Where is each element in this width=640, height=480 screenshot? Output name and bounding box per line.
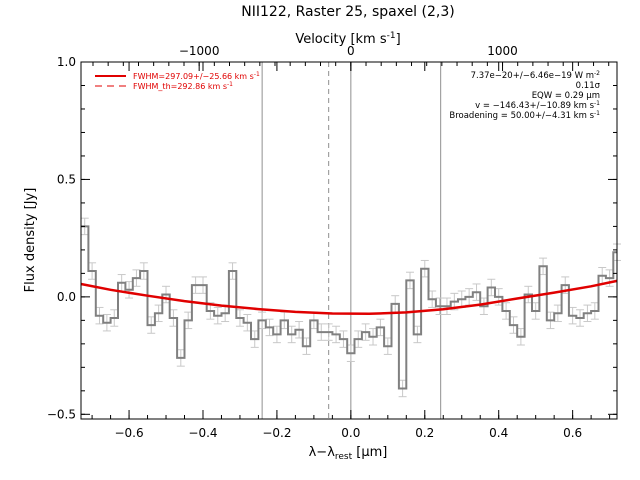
x-tick-label-2: −0.2 (262, 426, 291, 440)
x-tick-label-3: 0.0 (341, 426, 360, 440)
y-axis-title: Flux density [Jy] (23, 188, 38, 293)
y-tick-label-1: 0.0 (57, 290, 76, 304)
annotation-1: 0.11σ (576, 81, 601, 91)
top-axis-title: Velocity [km s-1] (295, 31, 400, 47)
top-axis-title-end: ] (396, 32, 401, 47)
annotation-4: Broadening = 50.00+/−4.31 km s-1 (449, 110, 600, 121)
annotation-2: EQW = 0.29 μm (532, 91, 600, 101)
fit-curve (80, 279, 618, 316)
x-axis-title-text: λ−λ (309, 445, 336, 460)
y-tick-label-0: −0.5 (47, 407, 76, 421)
top-tick-label-0: −1000 (179, 44, 220, 58)
x-tick-label-6: 0.6 (563, 426, 582, 440)
legend-entry-1: FWHM_th=292.86 km s-1 (133, 81, 233, 91)
x-axis-title: λ−λrest [μm] (309, 445, 388, 462)
annotation-3: v = −146.43+/−10.89 km s-1 (475, 100, 600, 111)
x-tick-label-1: −0.4 (188, 426, 217, 440)
y-tick-label-2: 0.5 (57, 172, 76, 186)
top-axis-title-sup: -1 (387, 31, 396, 41)
plot-area: −0.6 −0.4 −0.2 0.0 0.2 0.4 0.6 −0.5 0.0 0.5 1.0 −10… (47, 44, 621, 440)
top-tick-label-2: 1000 (487, 44, 518, 58)
spectrum-step-line (81, 225, 617, 390)
x-axis-title-sub: rest (335, 452, 353, 462)
plot-frame (80, 61, 618, 420)
legend-entry-0: FWHM=297.09+/−25.66 km s-1 (133, 71, 260, 81)
annotation-0: 7.37e−20+/−6.46e−19 W m-2 (471, 70, 601, 81)
top-axis-title-text: Velocity [km s (295, 32, 387, 47)
x-axis-title-unit: [μm] (352, 445, 387, 460)
x-tick-label-5: 0.4 (489, 426, 508, 440)
y-tick-label-3: 1.0 (57, 55, 76, 69)
top-tick-label-1: 0 (347, 44, 355, 58)
x-tick-label-4: 0.2 (415, 426, 434, 440)
x-tick-label-0: −0.6 (114, 426, 143, 440)
chart-title: NII122, Raster 25, spaxel (2,3) (241, 4, 454, 20)
